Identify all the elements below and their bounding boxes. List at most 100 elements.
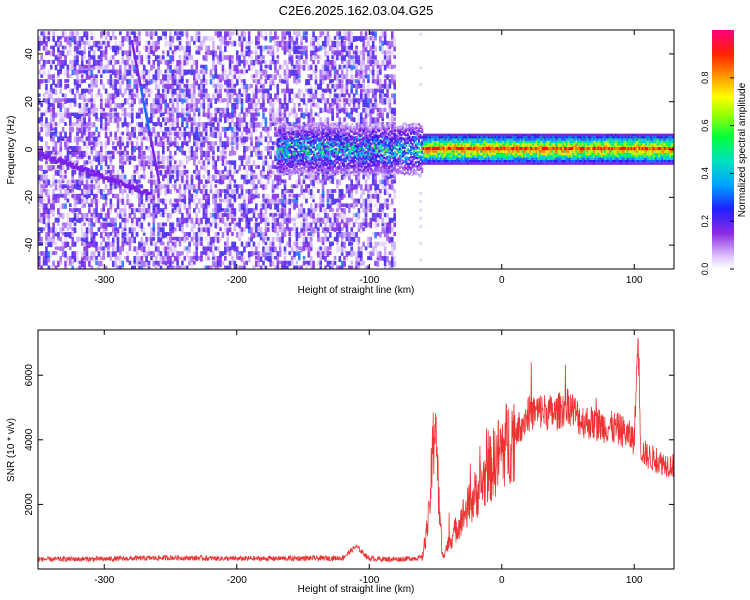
heatmap-cell <box>352 55 356 60</box>
heatmap-cell <box>52 260 55 267</box>
heatmap-cell <box>142 45 146 51</box>
heatmap-cell <box>221 155 225 162</box>
heatmap-cell <box>219 150 222 155</box>
heatmap-cell <box>326 169 330 176</box>
heatmap-cell <box>255 36 258 43</box>
heatmap-cell <box>200 64 203 69</box>
heatmap-cell <box>348 236 351 242</box>
heatmap-cell <box>47 107 51 113</box>
heatmap-cell <box>252 208 256 214</box>
heatmap-cell <box>224 246 227 252</box>
heatmap-cell <box>90 165 94 170</box>
heatmap-cell <box>243 36 246 42</box>
heatmap-cell <box>355 150 358 157</box>
heatmap-cell <box>259 88 263 93</box>
heatmap-cell <box>41 151 45 155</box>
heatmap-cell <box>350 265 354 269</box>
heatmap-cell <box>228 227 232 233</box>
heatmap-cell <box>183 83 187 88</box>
heatmap-cell <box>235 246 239 252</box>
heatmap-cell <box>319 222 323 227</box>
heatmap-cell <box>214 217 218 223</box>
heatmap-cell <box>114 74 117 78</box>
heatmap-cell <box>88 241 91 249</box>
heatmap-cell <box>231 232 234 237</box>
heatmap-cell <box>171 203 175 208</box>
heatmap-cell <box>121 232 125 238</box>
heatmap-cell <box>274 117 277 122</box>
heatmap-cell <box>345 203 349 208</box>
heatmap-cell <box>207 246 210 251</box>
heatmap-cell <box>247 160 251 165</box>
heatmap-cell <box>52 112 55 118</box>
heatmap-cell <box>152 102 156 108</box>
heatmap-cell <box>362 64 365 69</box>
heatmap-cell <box>386 83 389 90</box>
heatmap-cell <box>166 146 170 152</box>
heatmap-cell <box>312 98 315 103</box>
heatmap-cell <box>212 251 215 257</box>
heatmap-cell <box>173 98 177 102</box>
heatmap-cell <box>257 155 261 160</box>
heatmap-cell <box>326 98 330 104</box>
heatmap-cell <box>181 174 184 180</box>
heatmap-cell <box>173 179 177 184</box>
heatmap-cell <box>152 112 156 118</box>
heatmap-cell <box>85 107 89 112</box>
heatmap-cell <box>221 83 225 90</box>
heatmap-cell <box>321 184 325 191</box>
heatmap-cell <box>88 217 91 223</box>
heatmap-cell <box>49 64 53 70</box>
heatmap-cell <box>126 126 129 133</box>
heatmap-cell <box>131 155 134 161</box>
heatmap-cell <box>140 59 144 65</box>
heatmap-cell <box>259 232 263 237</box>
heatmap-cell <box>231 246 234 251</box>
heatmap-cell <box>352 83 356 88</box>
heatmap-cell <box>77 165 81 169</box>
heatmap-cell <box>45 107 48 114</box>
heatmap-cell <box>371 64 375 70</box>
heatmap-cell <box>271 59 275 65</box>
heatmap-cell <box>66 217 70 223</box>
heatmap-cell <box>150 36 153 40</box>
heatmap-cell <box>226 265 230 269</box>
heatmap-cell <box>61 93 65 98</box>
heatmap-cell <box>276 265 280 269</box>
heatmap-cell <box>116 193 120 200</box>
heatmap-cell <box>64 98 67 104</box>
heatmap-cell <box>297 59 301 65</box>
heatmap-cell <box>295 246 299 253</box>
heatmap-cell <box>40 251 43 256</box>
heatmap-cell <box>359 31 363 36</box>
heatmap-cell <box>152 160 156 167</box>
heatmap-cell <box>221 217 225 224</box>
heatmap-cell <box>376 198 380 203</box>
heatmap-cell <box>348 40 351 47</box>
heatmap-cell <box>278 98 282 105</box>
heatmap-cell <box>371 50 375 56</box>
heatmap-cell <box>367 36 370 41</box>
heatmap-cell <box>319 217 323 222</box>
heatmap-cell <box>88 222 91 227</box>
heatmap-cell <box>104 193 108 200</box>
heatmap-cell <box>171 98 175 105</box>
heatmap-cell <box>109 131 113 137</box>
heatmap-cell <box>324 59 327 65</box>
heatmap-cell <box>352 198 356 204</box>
heatmap-cell <box>138 131 141 137</box>
heatmap-cell <box>57 59 60 66</box>
heatmap-cell <box>390 184 394 191</box>
heatmap-cell <box>111 112 115 118</box>
heatmap-cell <box>164 251 168 257</box>
heatmap-cell <box>90 241 94 247</box>
heatmap-cell <box>157 55 160 60</box>
heatmap-cell <box>376 189 380 194</box>
heatmap-cell <box>288 45 292 50</box>
heatmap-cell <box>250 107 253 112</box>
heatmap-cell <box>321 93 325 100</box>
heatmap-cell <box>73 255 77 263</box>
heatmap-cell <box>281 169 284 175</box>
heatmap-cell <box>100 102 103 109</box>
heatmap-cell <box>197 122 201 127</box>
